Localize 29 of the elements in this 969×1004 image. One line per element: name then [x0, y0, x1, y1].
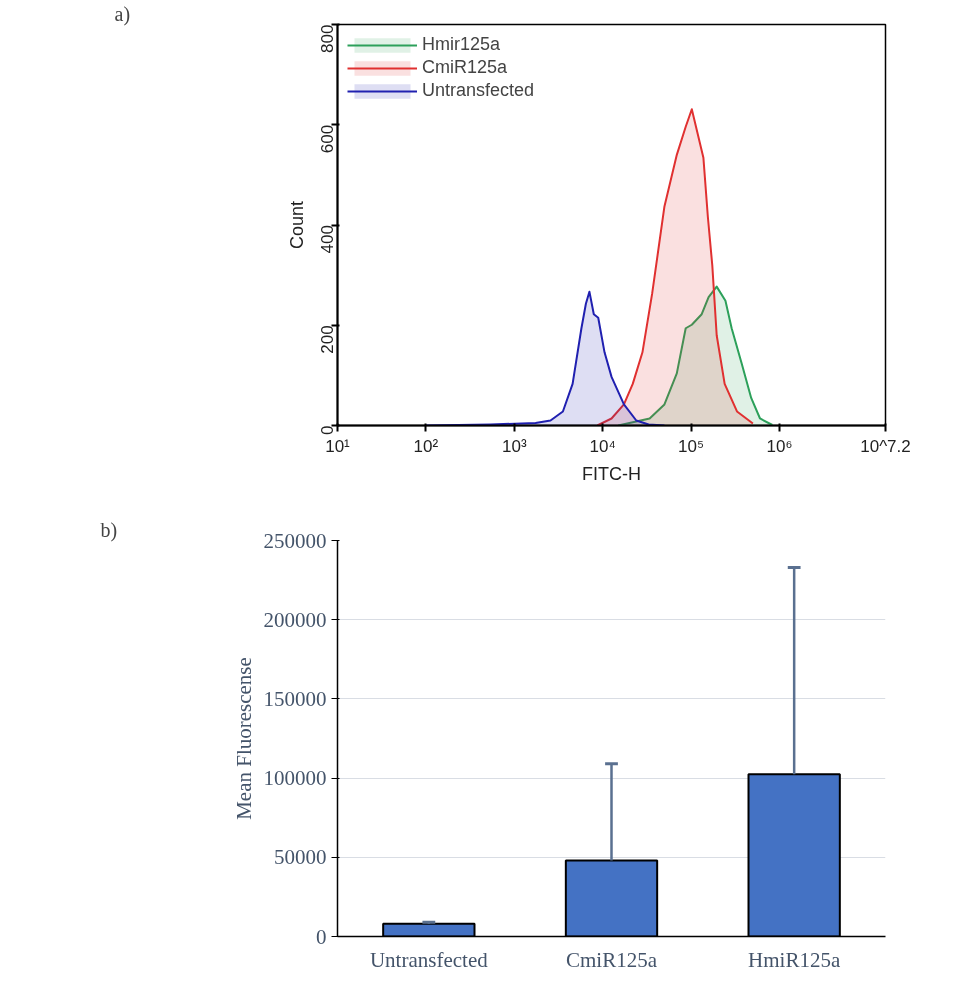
x-tick-label: 10⁴	[589, 436, 616, 456]
text: b)	[100, 518, 118, 542]
y-tick-label: 100000	[263, 766, 327, 791]
text: a)	[114, 2, 131, 26]
x-tick-label: 10²	[413, 436, 439, 456]
y-tick-label: 800	[317, 24, 337, 53]
x-tick-label: 10⁵	[678, 436, 705, 456]
y-axis-title: Count	[286, 200, 307, 250]
y-tick-label: 0	[317, 425, 337, 435]
x-tick-label: 10³	[501, 436, 527, 456]
x-tick-label: HmiR125a	[748, 947, 841, 972]
x-tick-label: Untransfected	[369, 947, 489, 972]
x-tick-label: CmiR125a	[566, 947, 658, 972]
y-tick-label: 200	[317, 325, 337, 354]
x-axis-title: FITC-H	[582, 463, 641, 484]
legend-label: CmiR125a	[422, 57, 508, 78]
y-tick-label: 150000	[263, 686, 327, 711]
x-tick-label: 10¹	[325, 436, 351, 456]
legend-label: Untransfected	[422, 80, 535, 101]
y-tick-label: 250000	[263, 528, 327, 553]
y-tick-label: 600	[317, 124, 337, 154]
y-tick-label: 200000	[263, 607, 327, 632]
y-tick-label: 50000	[274, 845, 327, 870]
y-axis-title: Mean Fluorescense	[231, 657, 256, 820]
y-tick-label: 0	[316, 924, 327, 949]
legend-label: Hmir125a	[422, 34, 501, 55]
x-tick-label: 10⁶	[766, 436, 793, 456]
y-tick-label: 400	[317, 224, 337, 254]
x-tick-label: 10^7.2	[860, 436, 911, 456]
